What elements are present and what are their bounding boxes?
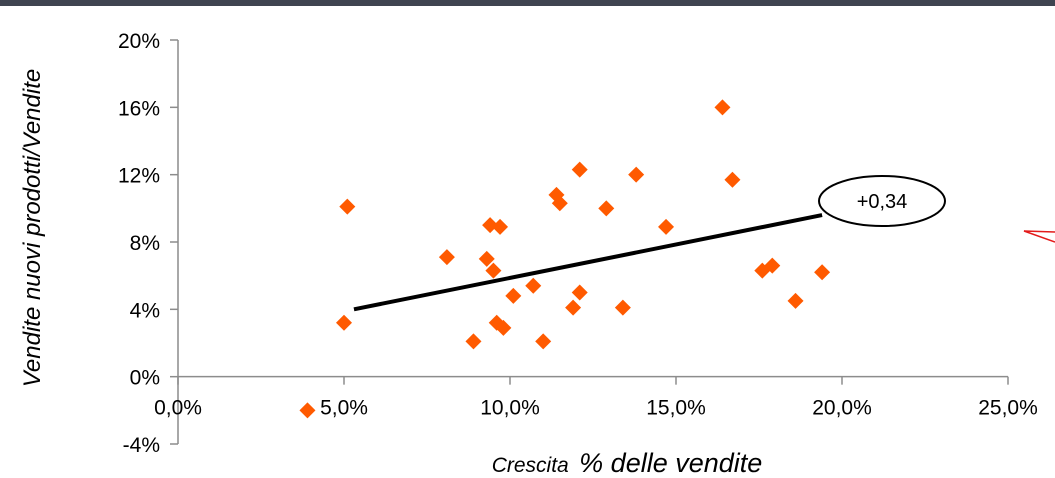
x-axis-title-small: Crescita [492,454,569,477]
x-axis-title: Crescita % delle vendite [492,448,763,478]
data-point [465,333,482,350]
data-point [505,287,522,304]
data-point [565,299,582,316]
data-point [495,319,512,336]
data-point [482,217,499,234]
data-point [787,292,804,309]
top-header-bar [0,0,1055,6]
y-tick-label: 8% [130,232,160,255]
y-axis-title: Vendite nuovi prodotti/Vendite [19,69,46,387]
x-tick-label: 10,0% [480,397,540,420]
callout-label: +0,34 [857,191,908,213]
data-point [724,171,741,188]
trend-line [353,213,823,312]
data-point [814,264,831,281]
decorative-red-shape [1023,230,1055,243]
x-tick-label: 15,0% [646,397,706,420]
y-tick-label: 0% [130,367,160,390]
y-tick-label: 12% [118,165,160,188]
data-point [525,277,542,294]
x-tick-label: 20,0% [812,397,872,420]
data-point [492,218,509,235]
y-tick-label: 20% [118,30,160,53]
x-tick-label: 5,0% [320,397,368,420]
x-axis-title-large: % delle vendite [579,448,762,478]
data-point [764,257,781,274]
data-point [571,284,588,301]
data-point [478,250,495,267]
data-point [551,195,568,212]
data-point [299,402,316,419]
data-point [339,198,356,215]
data-point [485,262,502,279]
data-point [714,99,731,116]
data-point [628,166,645,183]
data-point [658,218,675,235]
x-tick-label: 0,0% [154,397,202,420]
x-tick-label: 25,0% [978,397,1038,420]
data-point [571,161,588,178]
data-point [614,299,631,316]
data-point [598,200,615,217]
callout-ellipse [818,175,946,227]
y-tick-label: 4% [130,299,160,322]
data-point [438,249,455,266]
y-tick-label: -4% [123,434,160,457]
data-point [535,333,552,350]
data-point [336,314,352,331]
y-tick-label: 16% [118,97,160,120]
slope-callout: +0,34 [818,175,946,227]
